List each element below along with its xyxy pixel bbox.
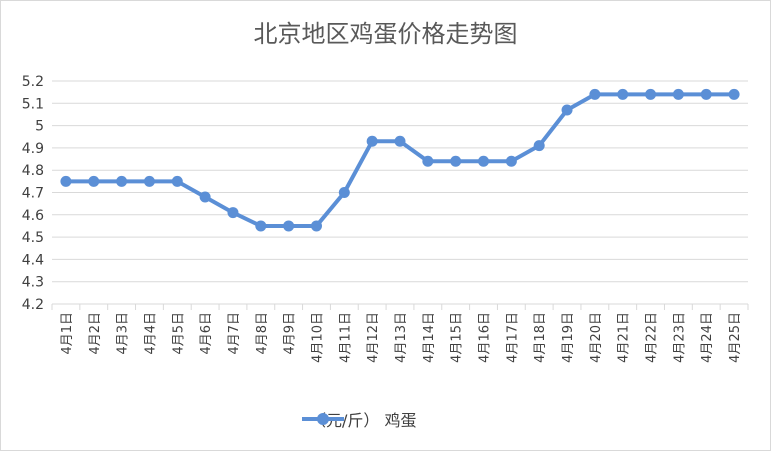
x-tick-label: 4月1日 <box>60 312 75 355</box>
x-tick-label: 4月18日 <box>533 312 548 363</box>
data-point <box>533 140 545 152</box>
x-tick-label: 4月24日 <box>700 312 715 363</box>
y-tick-label: 4.3 <box>22 275 44 291</box>
data-point <box>450 155 462 167</box>
x-tick-label: 4月5日 <box>171 312 186 355</box>
data-point <box>116 175 128 187</box>
data-point <box>617 88 629 100</box>
data-point <box>310 220 322 232</box>
data-point <box>728 88 740 100</box>
data-point <box>171 175 183 187</box>
x-tick-label: 4月11日 <box>338 312 353 363</box>
chart-title: 北京地区鸡蛋价格走势图 <box>253 20 518 48</box>
data-point <box>672 88 684 100</box>
y-tick-label: 5 <box>35 119 44 135</box>
legend-label: （元/斤） 鸡蛋 <box>310 411 417 430</box>
x-tick-label: 4月20日 <box>589 312 604 363</box>
y-tick-label: 4.8 <box>22 163 44 179</box>
data-point <box>394 135 406 147</box>
data-point <box>283 220 295 232</box>
data-point <box>60 175 72 187</box>
x-tick-label: 4月10日 <box>310 312 325 363</box>
x-tick-label: 4月8日 <box>255 312 270 355</box>
x-tick-label: 4月21日 <box>617 312 632 363</box>
data-point <box>227 207 239 219</box>
x-tick-label: 4月3日 <box>116 312 131 355</box>
legend-line-marker <box>302 413 344 425</box>
data-point <box>478 155 490 167</box>
y-tick-label: 4.2 <box>22 297 44 313</box>
x-tick-label: 4月19日 <box>561 312 576 363</box>
x-tick-label: 4月13日 <box>394 312 409 363</box>
data-point <box>645 88 657 100</box>
x-tick-label: 4月23日 <box>672 312 687 363</box>
data-point <box>338 187 350 198</box>
x-tick-label: 4月15日 <box>450 312 465 363</box>
data-point <box>505 155 517 167</box>
data-point <box>255 220 267 232</box>
x-tick-label: 4月4日 <box>143 312 158 355</box>
x-tick-label: 4月12日 <box>366 312 381 363</box>
data-point <box>88 175 100 187</box>
x-tick-label: 4月9日 <box>283 312 298 355</box>
y-tick-label: 5.2 <box>22 74 44 90</box>
legend: （元/斤） 鸡蛋 <box>300 407 416 431</box>
x-tick-label: 4月6日 <box>199 312 214 355</box>
data-point <box>422 155 434 167</box>
data-point <box>199 191 211 203</box>
x-tick-label: 4月7日 <box>227 312 242 355</box>
series-line <box>65 92 735 228</box>
y-tick-label: 4.6 <box>22 208 44 224</box>
data-point <box>143 175 155 187</box>
y-tick-label: 4.7 <box>22 186 44 202</box>
y-tick-label: 4.5 <box>22 230 44 246</box>
y-tick-label: 4.4 <box>22 252 44 268</box>
x-tick-label: 4月16日 <box>478 312 493 363</box>
x-tick-label: 4月2日 <box>88 312 103 355</box>
y-tick-label: 5.1 <box>22 96 44 112</box>
data-point <box>561 104 573 116</box>
x-tick-label: 4月22日 <box>645 312 660 363</box>
data-point <box>589 88 601 100</box>
data-point <box>700 88 712 100</box>
x-tick-label: 4月25日 <box>728 312 743 363</box>
x-tick-label: 4月17日 <box>505 312 520 363</box>
x-tick-label: 4月14日 <box>422 312 437 363</box>
y-tick-label: 4.9 <box>22 141 44 157</box>
data-point <box>366 135 378 147</box>
